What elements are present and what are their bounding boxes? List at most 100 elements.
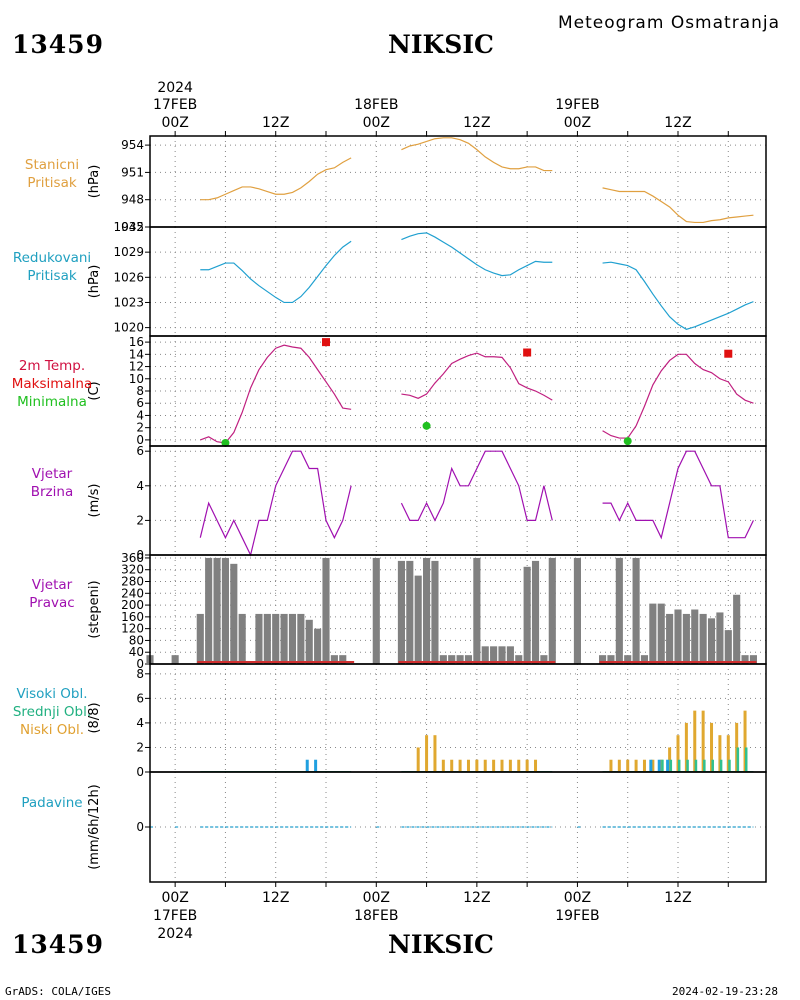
y-tick-label: 1023 [113,295,144,309]
y-tick-label: 0 [136,433,144,447]
panel-label: Padavine [21,795,82,811]
wind-direction-bar [305,619,313,664]
panel-label: Pravac [29,595,74,611]
wind-direction-bar [682,613,690,664]
cloud-bar [657,759,661,772]
panel-label: Minimalna [17,394,87,410]
timestamp-text: 2024-02-19-23:28 [672,985,778,998]
wind-direction-bar [406,560,414,664]
cloud-bar [534,759,538,772]
panel-frame [149,663,767,773]
cloud-bar [693,710,697,772]
wind-direction-bar [456,655,464,664]
series-line [401,232,553,277]
panel-frame [149,335,767,447]
cloud-bar [617,759,621,772]
hour-label-top: 12Z [463,115,490,131]
y-tick-label: 954 [121,138,144,152]
wind-direction-bar [749,655,757,664]
panel-frame [149,135,767,228]
y-tick-label: 1029 [113,245,144,259]
cloud-bar [694,759,698,772]
y-tick-label: 6 [136,444,144,458]
cloud-bar [305,759,309,772]
hour-label-bottom: 00Z [363,890,390,906]
series-line [200,344,352,444]
wind-direction-bar [674,609,682,664]
wind-direction-bar [171,655,179,664]
wind-direction-bar [464,655,473,664]
y-tick-label: 16 [129,335,144,349]
tmax-marker [523,348,532,357]
station-id-top: 13459 [12,30,104,59]
cloud-bar [450,759,454,772]
wind-direction-bar [615,557,623,664]
date-label-bottom: 19FEB [555,908,599,924]
series-line [199,450,352,557]
year-label-bottom: 2024 [157,926,193,942]
wind-direction-bar [297,613,305,664]
cloud-bar [726,735,730,772]
wind-direction-bar [314,628,322,664]
hour-label-bottom: 12Z [463,890,490,906]
y-axis-label: (m/s) [87,484,102,518]
panel-label: Visoki Obl. [16,686,87,702]
cloud-bar [500,759,504,772]
wind-direction-bar [481,646,489,664]
wind-direction-bar [523,566,531,664]
panel-label: Vjetar [32,466,73,482]
y-tick-label: 240 [121,586,144,600]
cloud-bar [634,759,638,772]
panel-label: Redukovani [13,250,91,266]
wind-direction-bar [515,655,523,664]
panel-label: Stanicni [25,157,79,173]
cloud-bar [609,759,613,772]
cloud-bar [686,759,689,772]
y-tick-label: 8 [136,384,144,398]
cloud-bar [669,759,673,772]
wind-direction-bar [339,655,347,664]
wind-direction-bar [372,557,380,664]
wind-direction-bar [599,655,607,664]
y-tick-label: 2 [136,740,144,754]
tmax-marker [724,349,733,358]
wind-direction-bar [640,655,649,664]
cloud-bar [508,759,512,772]
wind-direction-bar [607,655,615,664]
hour-label-bottom: 12Z [262,890,289,906]
y-tick-label: 4 [136,408,144,422]
y-tick-label: 8 [136,667,144,681]
wind-direction-bar [205,557,213,664]
wind-direction-bar [490,646,498,664]
wind-direction-bar [649,603,657,664]
y-tick-label: 0 [136,657,144,671]
wind-direction-bar [238,613,246,664]
cloud-bar [666,759,670,772]
y-tick-label: 280 [121,575,144,589]
y-axis-label: (C) [87,381,102,400]
date-label-top: 17FEB [153,97,197,113]
wind-direction-bar [733,594,741,664]
series-line [602,261,754,330]
y-tick-label: 948 [121,193,144,207]
panel-label: Srednji Obl. [13,704,91,720]
hour-label-top: 00Z [161,115,188,131]
tmin-marker [221,438,230,447]
wind-direction-bar [531,560,540,664]
station-name-bottom: NIKSIC [388,930,494,959]
cloud-bar [661,759,664,772]
panel-label: Brzina [31,484,73,500]
series-line [401,352,553,401]
cloud-bar [517,759,521,772]
year-label-top: 2024 [157,80,193,96]
y-tick-label: 2 [136,421,144,435]
series-line [200,157,352,201]
credit-text: GrADS: COLA/IGES [5,985,111,998]
wind-direction-bar [272,613,280,664]
wind-direction-bar [439,655,447,664]
cloud-bar [701,710,705,772]
y-axis-label: (mm/6h/12h) [87,784,102,870]
y-tick-label: 120 [121,622,144,636]
y-axis-label: (hPa) [87,265,102,299]
